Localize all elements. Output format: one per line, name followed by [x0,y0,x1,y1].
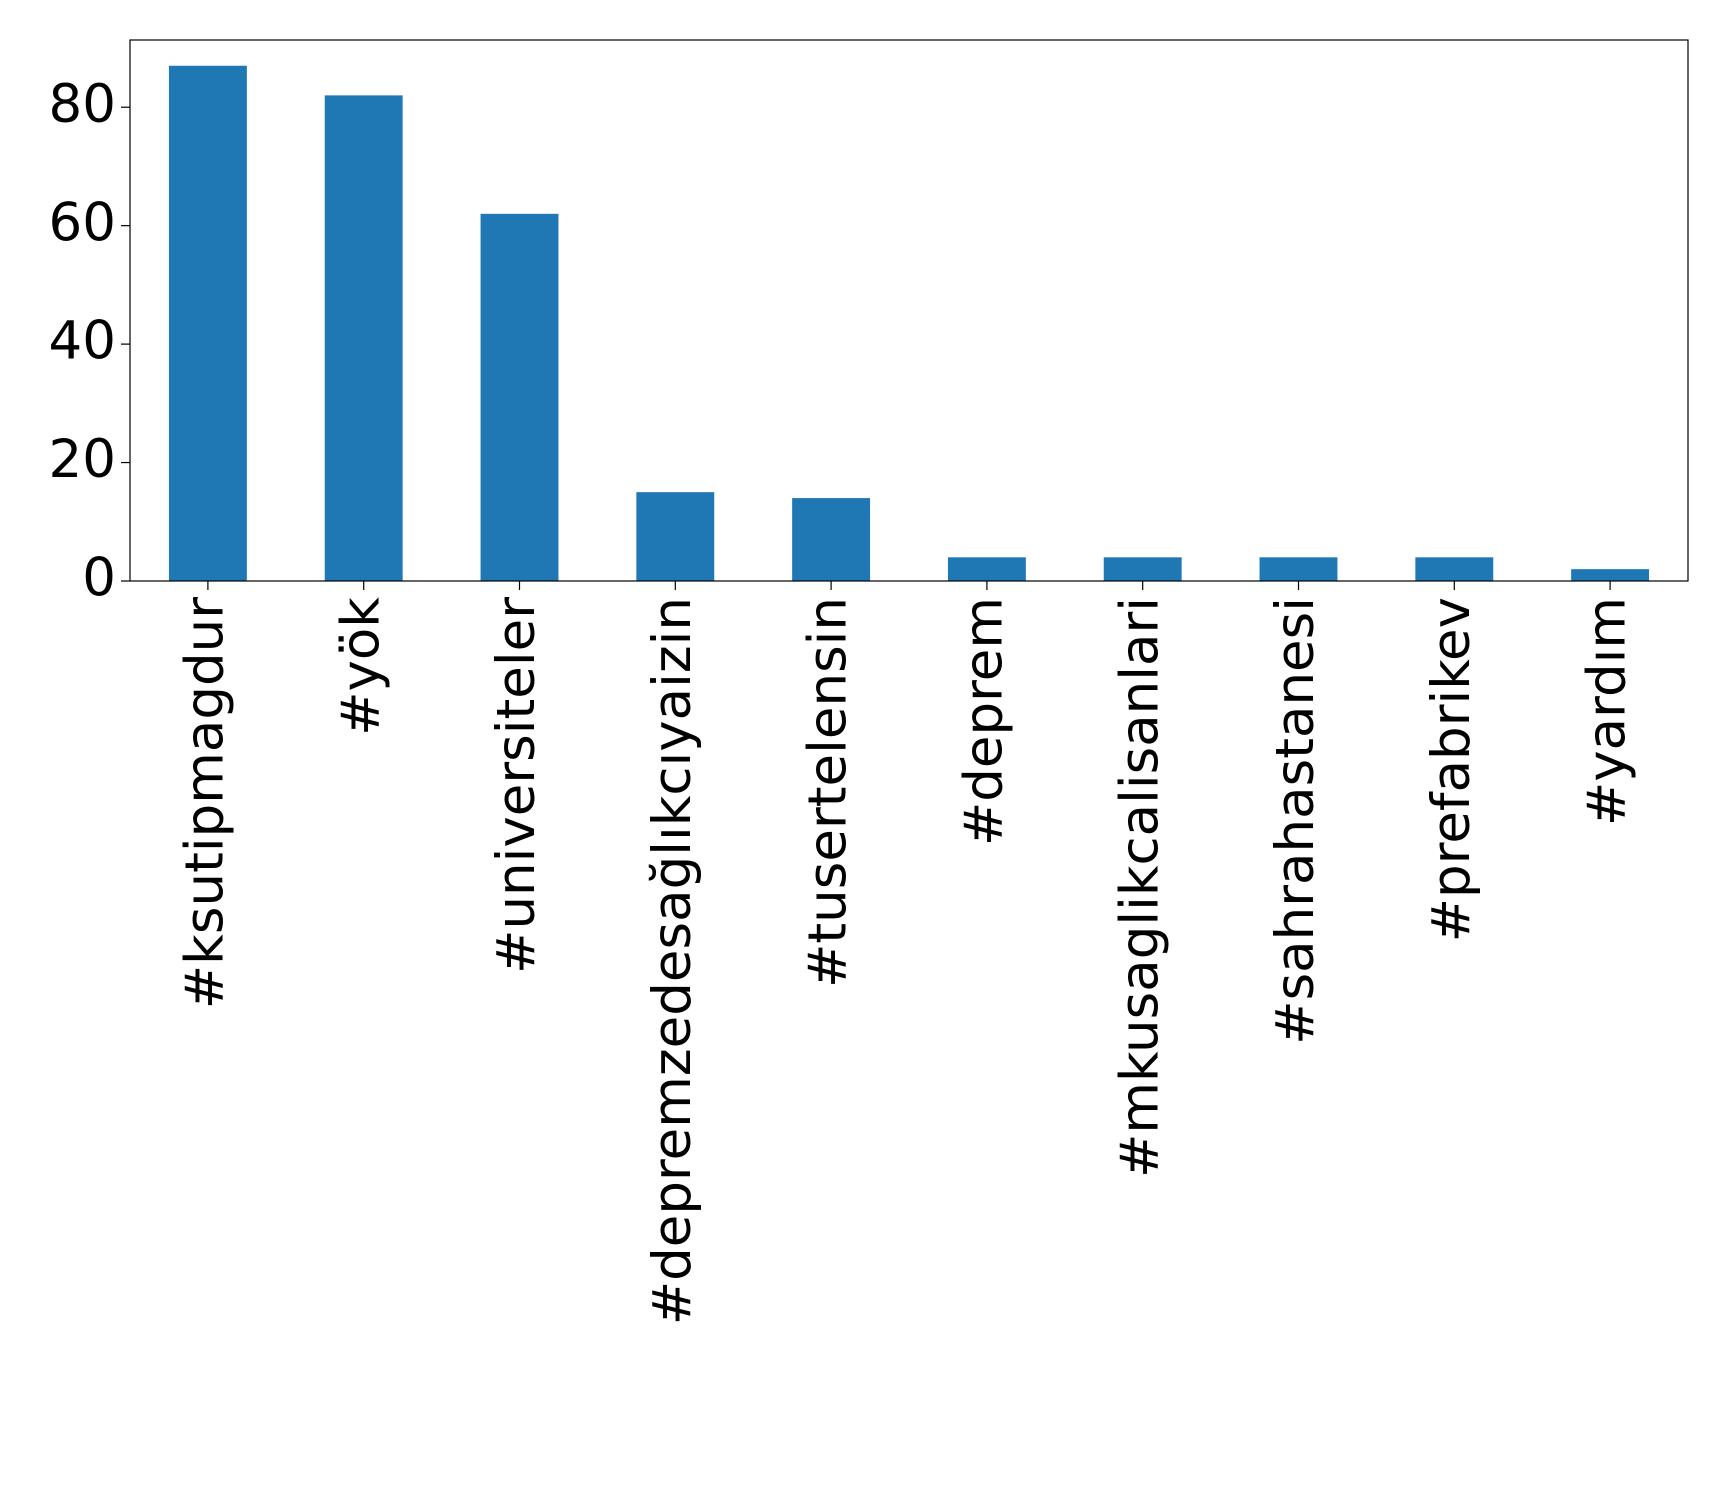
x-tick-label: #depremzedesağlıkcıyaizin [642,597,703,1325]
bar [792,498,871,581]
bar [324,95,403,581]
bar [168,65,247,581]
bar [947,557,1026,581]
x-tick-label: #yök [330,597,391,736]
y-tick-label: 60 [49,192,116,253]
bar [1103,557,1182,581]
bar [1259,557,1338,581]
x-tick-label: #tusertelensin [798,597,859,988]
plot-frame [129,39,1689,582]
y-tick-label: 0 [82,548,116,609]
x-tick-label: #deprem [954,597,1015,846]
bar [480,213,559,581]
x-tick-label: #yardım [1577,597,1638,826]
y-tick-label: 20 [49,429,116,490]
bar [1415,557,1494,581]
x-tick-label: #mkusaglikcalisanlari [1109,597,1170,1178]
x-tick-label: #sahrahastanesi [1265,597,1326,1045]
bar [1571,569,1650,581]
x-tick-label: #prefabrikev [1421,597,1482,942]
bar [636,492,715,581]
y-tick-label: 40 [49,311,116,372]
y-tick-label: 80 [49,74,116,135]
x-tick-label: #ksutipmagdur [175,597,236,1009]
x-tick-label: #universiteler [486,597,547,974]
